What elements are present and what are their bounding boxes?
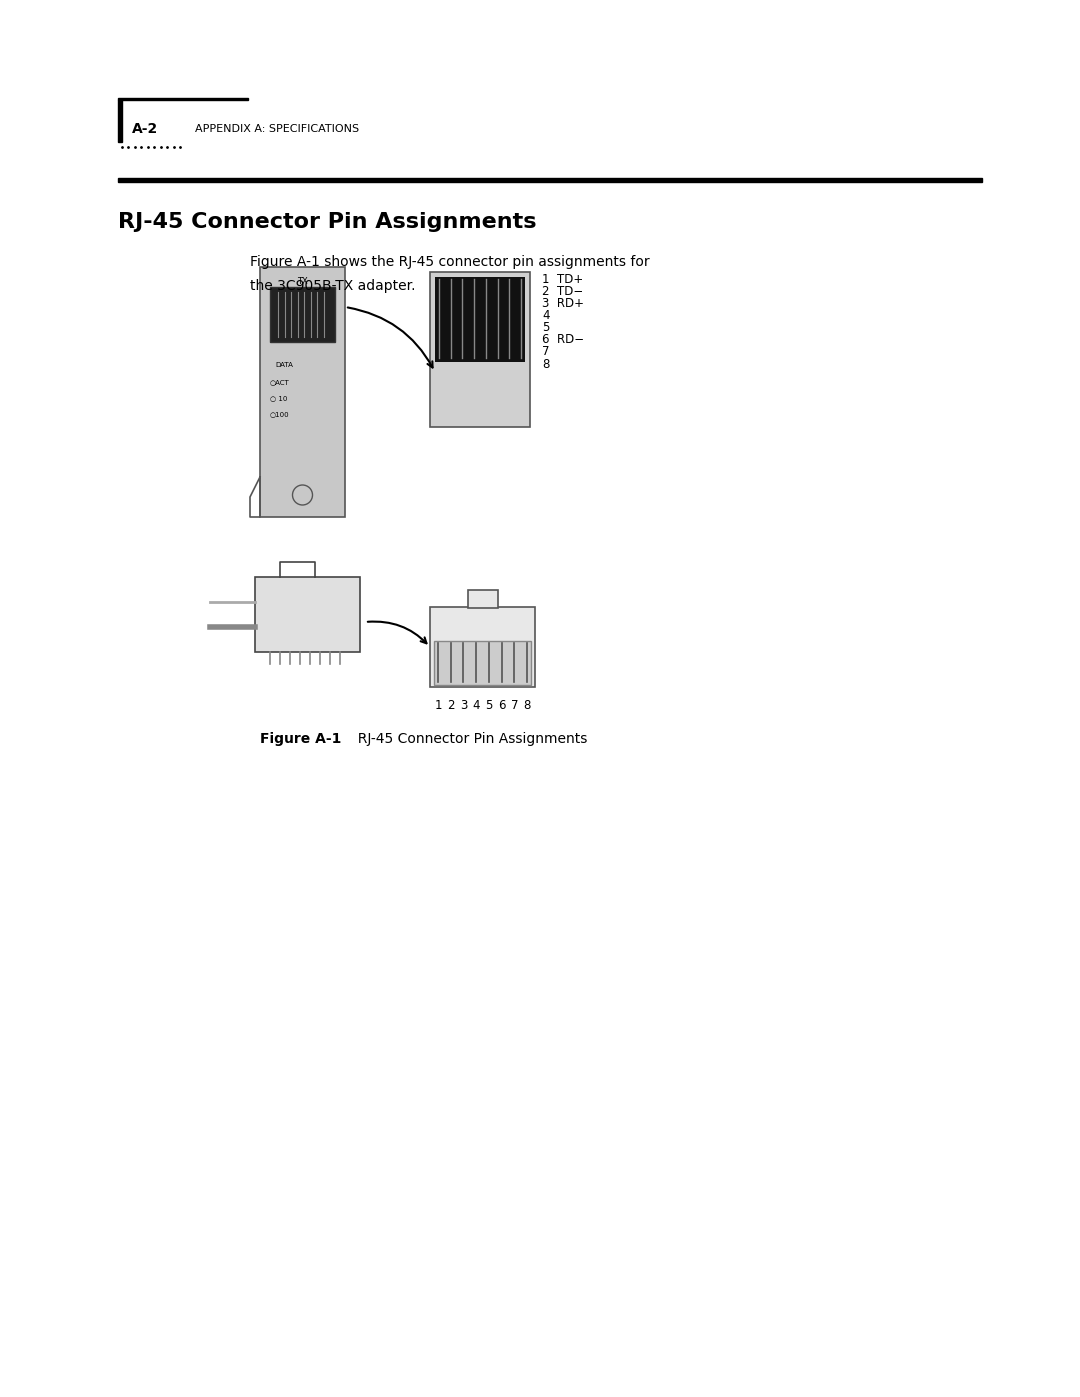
- Text: A-2: A-2: [132, 122, 159, 136]
- Text: the 3C905B-TX adapter.: the 3C905B-TX adapter.: [249, 279, 416, 293]
- Text: 4: 4: [472, 698, 480, 712]
- Text: 2  TD−: 2 TD−: [542, 285, 583, 298]
- Text: 5: 5: [485, 698, 492, 712]
- Text: 8: 8: [524, 698, 530, 712]
- Text: APPENDIX A: SPECIFICATIONS: APPENDIX A: SPECIFICATIONS: [195, 124, 360, 134]
- FancyBboxPatch shape: [430, 608, 535, 687]
- Circle shape: [293, 485, 312, 504]
- FancyBboxPatch shape: [260, 267, 345, 517]
- Bar: [435, 277, 525, 362]
- Bar: [118, 177, 982, 182]
- Text: 4: 4: [542, 309, 550, 321]
- Bar: [118, 98, 248, 101]
- Bar: [434, 641, 531, 685]
- Text: ○100: ○100: [270, 411, 289, 416]
- Text: 6: 6: [498, 698, 505, 712]
- Text: 3  RD+: 3 RD+: [542, 296, 584, 310]
- FancyBboxPatch shape: [255, 577, 360, 652]
- Text: 2: 2: [447, 698, 455, 712]
- Bar: [270, 286, 335, 342]
- Text: 8: 8: [542, 358, 550, 370]
- Text: ○ 10: ○ 10: [270, 395, 287, 401]
- Bar: [468, 590, 498, 608]
- Text: RJ-45 Connector Pin Assignments: RJ-45 Connector Pin Assignments: [118, 212, 537, 232]
- Text: 3: 3: [460, 698, 468, 712]
- Text: 7: 7: [542, 345, 550, 359]
- Text: 5: 5: [542, 321, 550, 334]
- Text: TX: TX: [297, 277, 308, 286]
- Text: DATA: DATA: [275, 362, 293, 367]
- Text: RJ-45 Connector Pin Assignments: RJ-45 Connector Pin Assignments: [349, 732, 588, 746]
- Text: Figure A-1: Figure A-1: [260, 732, 341, 746]
- Text: Figure A-1 shows the RJ-45 connector pin assignments for: Figure A-1 shows the RJ-45 connector pin…: [249, 256, 650, 270]
- Text: 6  RD−: 6 RD−: [542, 334, 584, 346]
- Text: 7: 7: [511, 698, 518, 712]
- Text: 1  TD+: 1 TD+: [542, 272, 583, 285]
- Text: 1: 1: [434, 698, 442, 712]
- Text: ○ACT: ○ACT: [270, 379, 289, 386]
- Bar: [118, 101, 122, 142]
- FancyBboxPatch shape: [430, 272, 530, 427]
